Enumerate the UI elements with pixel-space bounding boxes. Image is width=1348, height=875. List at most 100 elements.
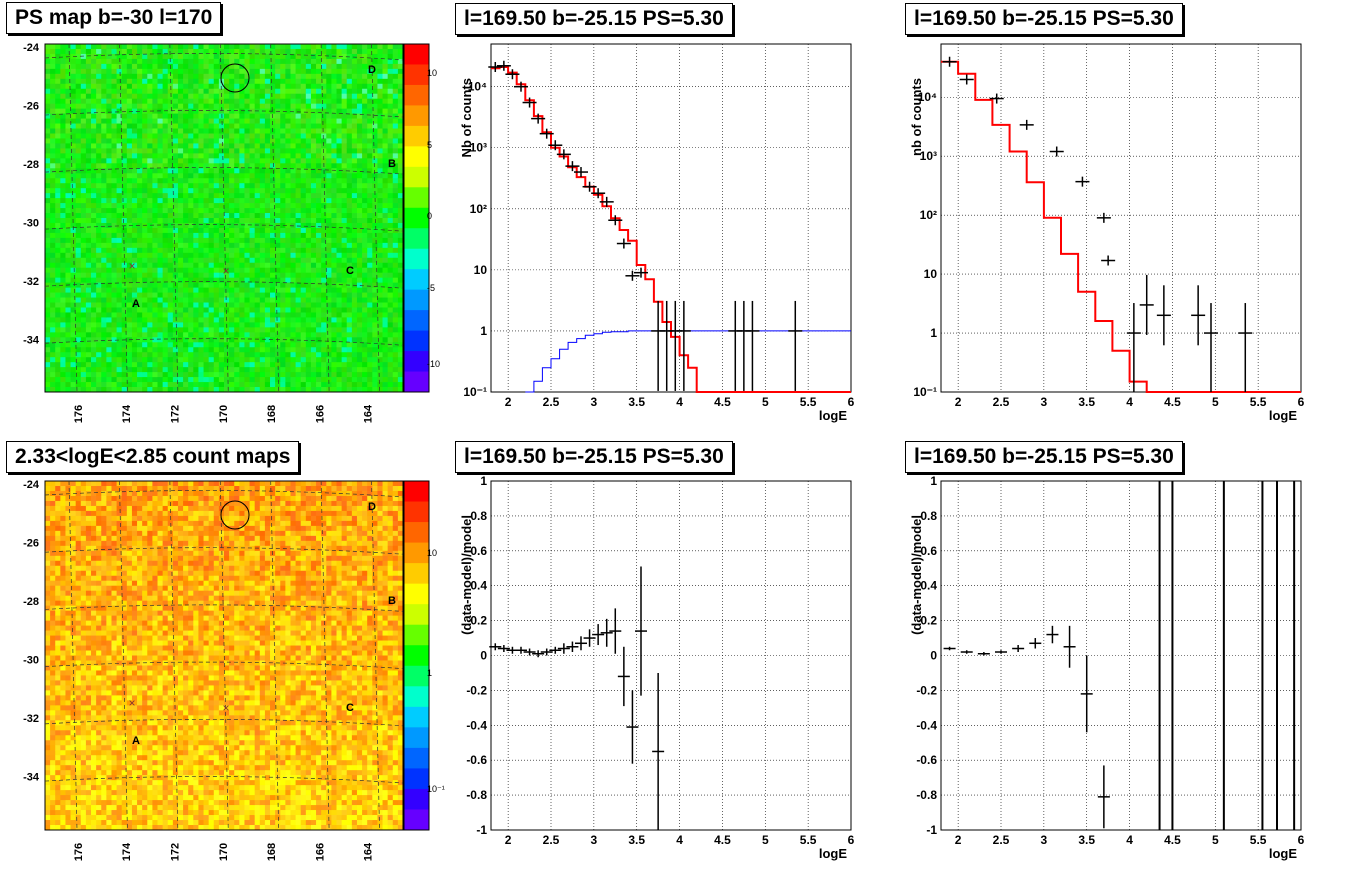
map-pixel xyxy=(356,292,363,298)
map-pixel xyxy=(224,327,230,333)
map-pixel xyxy=(254,218,261,224)
map-pixel xyxy=(193,48,199,55)
map-pixel xyxy=(147,98,153,105)
map-pixel xyxy=(310,143,317,149)
map-pixel xyxy=(259,58,266,65)
map-pixel xyxy=(126,297,133,303)
map-pixel xyxy=(45,153,51,159)
map-pixel xyxy=(183,362,189,368)
map-pixel xyxy=(346,138,353,144)
map-pixel xyxy=(111,322,117,328)
map-pixel xyxy=(392,218,399,224)
map-pixel xyxy=(316,232,322,239)
map-pixel xyxy=(382,282,389,288)
map-pixel xyxy=(45,48,51,55)
map-pixel xyxy=(96,118,102,124)
map-pixel xyxy=(70,292,77,298)
map-pixel xyxy=(336,352,343,358)
map-pixel xyxy=(351,213,358,219)
map-pixel xyxy=(382,183,389,189)
map-pixel xyxy=(96,257,102,264)
map-pixel xyxy=(106,123,112,129)
map-pixel xyxy=(382,218,389,224)
map-pixel xyxy=(177,342,184,348)
map-pixel xyxy=(162,198,169,204)
map-pixel xyxy=(177,203,184,209)
map-pixel xyxy=(137,227,143,234)
map-pixel xyxy=(346,377,353,383)
map-pixel xyxy=(372,382,378,388)
map-pixel xyxy=(346,158,353,164)
map-pixel xyxy=(172,387,179,393)
map-pixel xyxy=(259,292,266,298)
map-pixel xyxy=(121,277,128,284)
map-pixel xyxy=(183,173,189,179)
map-pixel xyxy=(167,257,174,264)
map-pixel xyxy=(367,44,373,50)
map-pixel xyxy=(96,347,102,353)
map-pixel xyxy=(208,138,215,144)
map-pixel xyxy=(336,272,343,279)
map-pixel xyxy=(142,237,148,244)
map-pixel xyxy=(116,178,123,184)
map-pixel xyxy=(162,352,169,358)
map-pixel xyxy=(259,362,266,368)
map-pixel xyxy=(336,203,343,209)
map-pixel xyxy=(346,93,353,100)
map-pixel xyxy=(188,297,194,303)
map-pixel xyxy=(397,312,404,318)
map-pixel xyxy=(310,347,317,353)
map-pixel xyxy=(331,237,337,244)
map-pixel xyxy=(96,203,102,209)
map-pixel xyxy=(70,342,77,348)
map-pixel xyxy=(264,332,271,338)
map-pixel xyxy=(157,143,164,149)
map-pixel xyxy=(198,98,204,105)
map-pixel xyxy=(126,387,133,393)
map-pixel xyxy=(193,73,199,80)
map-pixel xyxy=(331,208,337,214)
map-pixel xyxy=(106,148,112,154)
map-pixel xyxy=(270,73,276,80)
map-pixel xyxy=(336,322,343,328)
map-pixel xyxy=(116,332,123,338)
map-pixel xyxy=(101,218,107,224)
map-pixel xyxy=(106,73,112,80)
map-pixel xyxy=(341,307,348,313)
map-pixel xyxy=(111,153,117,159)
map-pixel xyxy=(234,297,240,303)
map-pixel xyxy=(218,362,225,368)
map-pixel xyxy=(45,168,51,174)
map-pixel xyxy=(377,262,383,269)
map-pixel xyxy=(203,48,210,55)
map-pixel xyxy=(65,377,71,383)
map-pixel xyxy=(229,272,235,279)
map-pixel xyxy=(111,242,117,249)
map-pixel xyxy=(183,133,189,139)
map-pixel xyxy=(65,222,71,229)
map-pixel xyxy=(198,257,204,264)
map-pixel xyxy=(336,297,343,303)
map-pixel xyxy=(152,113,158,119)
map-pixel xyxy=(111,262,117,269)
map-pixel xyxy=(121,327,128,333)
map-pixel xyxy=(177,198,184,204)
map-pixel xyxy=(367,232,373,239)
map-pixel xyxy=(177,272,184,279)
map-pixel xyxy=(121,148,128,154)
map-pixel xyxy=(372,232,378,239)
map-pixel xyxy=(234,63,240,70)
map-pixel xyxy=(387,133,394,139)
map-pixel xyxy=(106,133,112,139)
map-pixel xyxy=(351,372,358,378)
map-pixel xyxy=(162,322,169,328)
map-pixel xyxy=(377,78,383,85)
map-pixel xyxy=(341,218,348,224)
map-pixel xyxy=(50,242,56,249)
map-pixel xyxy=(126,277,133,284)
map-pixel xyxy=(213,252,220,259)
map-pixel xyxy=(259,357,266,363)
map-pixel xyxy=(172,252,179,259)
map-pixel xyxy=(382,307,389,313)
map-pixel xyxy=(60,282,66,288)
